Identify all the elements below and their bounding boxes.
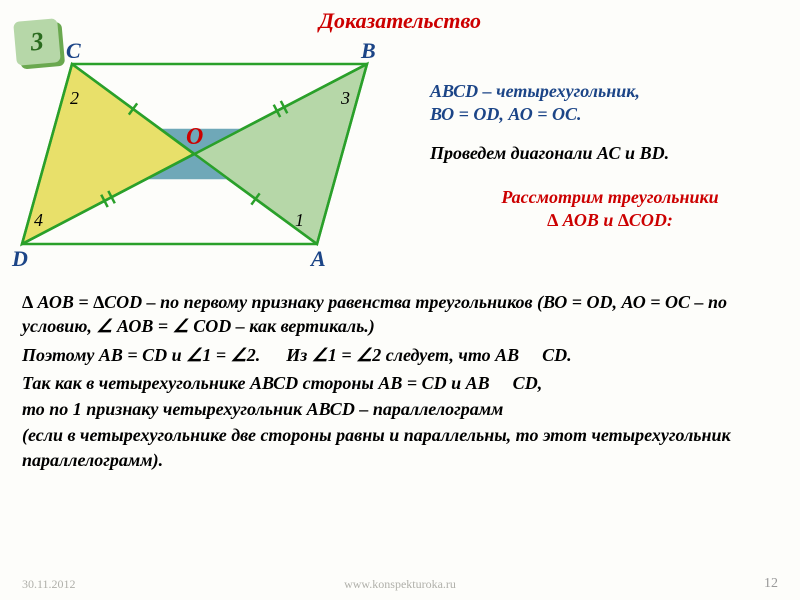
proof-line-4: то по 1 признаку четырехугольник АВСD – …	[22, 397, 782, 421]
vertex-label-B: В	[361, 38, 376, 64]
proof-line-2-right: Из ∠1 = ∠2 следует, что АВ ⃦ СD.	[286, 343, 571, 367]
slide-title: Доказательство	[319, 8, 481, 34]
proof-line-3: Так как в четырехугольнике АВСD стороны …	[22, 371, 782, 395]
proof-body: ∆ АОВ = ∆СОD – по первому признаку равен…	[22, 290, 782, 474]
proof-line-2-left: Поэтому АВ = СD и ∠1 = ∠2.	[22, 343, 260, 367]
angle-label-4: 4	[34, 210, 43, 231]
given-text: АВСD – четырехугольник, ВО = ОD, АО = ОС…	[430, 80, 790, 127]
footer-site: www.konspekturoka.ru	[344, 577, 456, 592]
angle-label-2: 2	[70, 88, 79, 109]
step2-text: Рассмотрим треугольники ∆ АОВ и ∆СОD:	[430, 186, 790, 233]
parallelogram-diagram: С В D А О 1 2 3 4	[12, 44, 417, 274]
vertex-label-C: С	[66, 38, 81, 64]
footer-date: 30.11.2012	[22, 577, 76, 592]
footer-page: 12	[764, 576, 778, 592]
angle-label-1: 1	[295, 210, 304, 231]
diagram-svg	[12, 44, 417, 274]
vertex-label-O: О	[186, 124, 203, 151]
proof-line-1: ∆ АОВ = ∆СОD – по первому признаку равен…	[22, 290, 782, 339]
angle-label-3: 3	[341, 88, 350, 109]
step1-text: Проведем диагонали АС и ВD.	[430, 142, 790, 165]
vertex-label-D: D	[12, 246, 28, 272]
proof-line-5: (если в четырехугольнике две стороны рав…	[22, 423, 782, 472]
vertex-label-A: А	[311, 246, 326, 272]
